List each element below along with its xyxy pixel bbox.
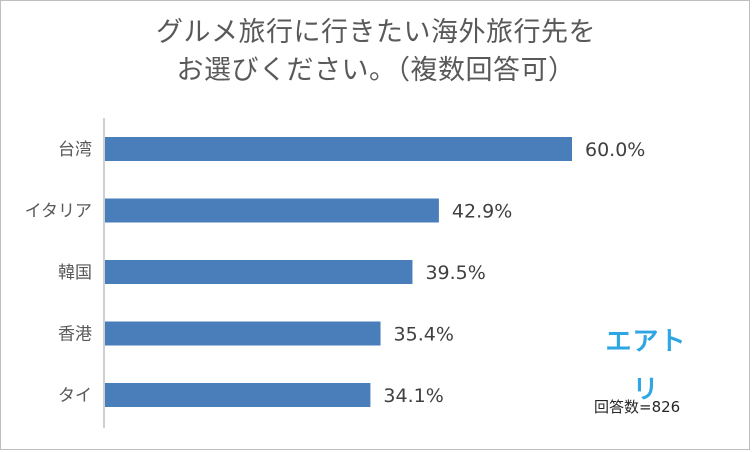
bar-2 xyxy=(105,198,439,223)
logo-text: エアトリ xyxy=(605,327,687,405)
bars-group: 台湾 60.0% イタリア 42.9% 韓国 39.5% 香港 35.4% タイ 34.1% xyxy=(25,137,645,407)
category-label-2: イタリア xyxy=(25,202,92,222)
chart-title: グルメ旅行に行きたい海外旅行先を お選びください。（複数回答可） xyxy=(0,14,752,90)
value-label-2: 42.9% xyxy=(452,201,512,223)
category-label-4: 香港 xyxy=(58,325,92,345)
category-label-5: タイ xyxy=(58,386,92,406)
value-label-4: 35.4% xyxy=(394,324,454,346)
bar-1 xyxy=(105,137,572,161)
value-label-1: 60.0% xyxy=(585,139,645,161)
chart-title-line-2: お選びください。（複数回答可） xyxy=(176,55,576,86)
category-label-3: 韓国 xyxy=(58,263,92,283)
value-label-5: 34.1% xyxy=(383,385,443,407)
chart-title-line-1: グルメ旅行に行きたい海外旅行先を xyxy=(156,17,596,48)
airtrip-logo: エアトリ xyxy=(594,318,698,405)
bar-5 xyxy=(105,383,371,407)
bar-4 xyxy=(105,321,381,346)
category-label-1: 台湾 xyxy=(58,140,92,160)
respondent-count: 回答数=826 xyxy=(594,398,681,416)
bar-3 xyxy=(105,260,413,284)
value-label-3: 39.5% xyxy=(425,262,485,284)
